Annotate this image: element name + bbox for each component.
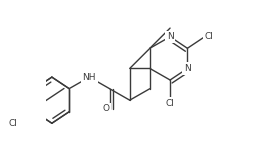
- Text: N: N: [184, 64, 191, 73]
- Text: O: O: [102, 104, 110, 113]
- Text: Cl: Cl: [8, 119, 17, 128]
- Text: N: N: [167, 32, 173, 41]
- Text: NH: NH: [83, 73, 96, 82]
- Text: Cl: Cl: [205, 32, 214, 41]
- Text: Cl: Cl: [166, 99, 174, 108]
